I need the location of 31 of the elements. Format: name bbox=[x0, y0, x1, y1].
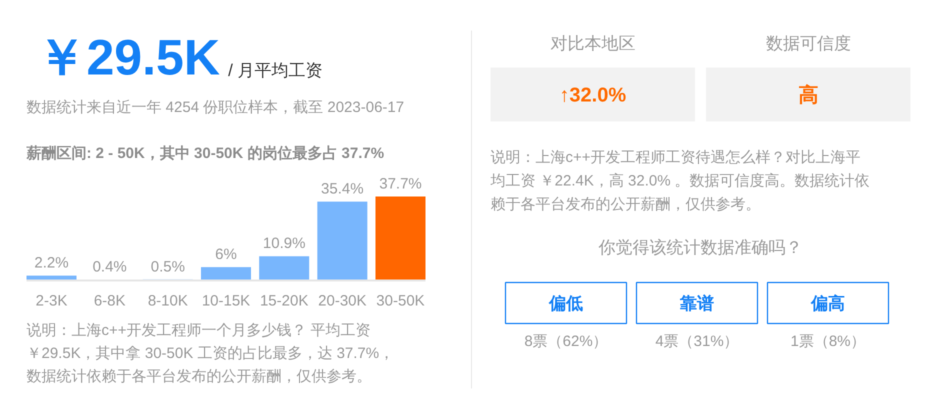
data-label: 10.9% bbox=[262, 235, 306, 252]
data-label: 0.4% bbox=[92, 258, 127, 276]
text: 靠谱 bbox=[679, 294, 714, 313]
data-label: 0.5% bbox=[150, 258, 185, 276]
x-tick-label: 10-15K bbox=[202, 292, 250, 310]
text: 偏低 bbox=[548, 294, 583, 313]
x-tick-label: 8-10K bbox=[148, 292, 188, 310]
text: 数据可信度 bbox=[766, 34, 851, 53]
text: 说明：上海c++开发工程师工资待遇怎么样？对比上海平均工资 ￥22.4K，高 32.0% 。数据可信度高。数据统计依赖于各平台发布的公开薪酬，仅供参考。 bbox=[490, 149, 870, 213]
text: 偏高 bbox=[810, 294, 845, 313]
text: 4票（31%） bbox=[655, 333, 739, 350]
chart-title: ￥29.5K bbox=[36, 30, 220, 86]
data-label: 37.7% bbox=[379, 176, 422, 192]
x-tick-label: 30-50K bbox=[376, 292, 425, 310]
text: ↑32.0% bbox=[559, 84, 626, 106]
text: 对比本地区 bbox=[550, 34, 636, 53]
text: 说明：上海c++开发工程师一个月多少钱？ 平均工资￥29.5K，其中拿 30-50K 工资的占比最多，达 37.7%，数据统计依赖于各平台发布的公开薪酬，仅供参考。 bbox=[26, 322, 394, 385]
x-tick-label: 20-30K bbox=[318, 292, 367, 310]
text: 薪酬区间: 2 - 50K，其中 30-50K 的岗位最多占 37.7% bbox=[26, 145, 384, 162]
text: 数据统计来自近一年 4254 份职位样本，截至 2023-06-17 bbox=[26, 99, 404, 116]
text: 8票（62%） bbox=[524, 333, 608, 350]
chart-subtitle: / 月平均工资 bbox=[228, 61, 323, 80]
text: 你觉得该统计数据准确吗？ bbox=[598, 238, 802, 257]
data-label: 35.4% bbox=[321, 180, 364, 198]
x-tick-label: 15-20K bbox=[260, 292, 308, 310]
data-label: 6% bbox=[215, 246, 237, 264]
x-tick-label: 2-3K bbox=[36, 292, 68, 310]
x-tick-label: 6-8K bbox=[94, 292, 126, 310]
text: 高 bbox=[798, 84, 818, 106]
text: 1票（8%） bbox=[790, 333, 866, 350]
data-label: 2.2% bbox=[34, 254, 69, 272]
